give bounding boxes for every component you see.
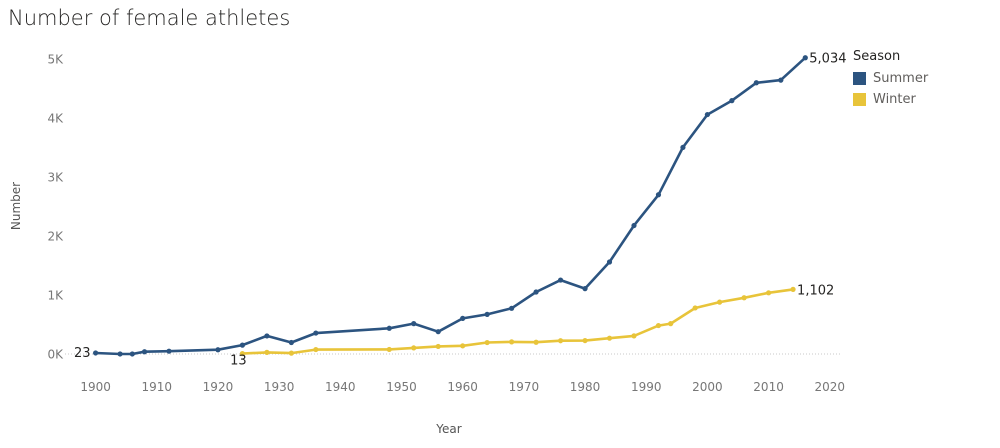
legend-title: Season bbox=[853, 49, 901, 64]
chart-title: Number of female athletes bbox=[8, 6, 291, 30]
x-tick-label: 1960 bbox=[447, 380, 478, 394]
data-point-winter[interactable] bbox=[692, 305, 698, 311]
data-point-winter[interactable] bbox=[655, 322, 662, 329]
data-point-summer[interactable] bbox=[129, 351, 135, 357]
x-tick-label: 2020 bbox=[814, 380, 845, 394]
data-point-summer[interactable] bbox=[729, 98, 735, 104]
data-point-summer[interactable] bbox=[533, 289, 539, 295]
data-point-winter[interactable] bbox=[631, 333, 637, 339]
x-tick-label: 1920 bbox=[203, 380, 234, 394]
data-point-winter[interactable] bbox=[606, 335, 613, 341]
data-label-summer: 23 bbox=[74, 346, 91, 361]
legend-item-summer[interactable]: Summer bbox=[853, 68, 928, 89]
x-tick-label: 1970 bbox=[509, 380, 540, 394]
legend-item-winter[interactable]: Winter bbox=[853, 89, 928, 110]
data-point-winter[interactable] bbox=[765, 290, 772, 296]
data-point-winter[interactable] bbox=[582, 337, 588, 344]
data-label-summer: 5,034 bbox=[809, 52, 846, 67]
data-point-summer[interactable] bbox=[141, 349, 148, 355]
y-axis: 0K 1K 2K 3K 4K 5K bbox=[47, 53, 64, 362]
data-point-summer[interactable] bbox=[239, 342, 246, 348]
x-tick-label: 1940 bbox=[325, 380, 356, 394]
legend: Season Summer Winter bbox=[853, 49, 928, 110]
x-tick-label: 1990 bbox=[631, 380, 662, 394]
data-point-winter[interactable] bbox=[668, 321, 674, 327]
data-point-winter[interactable] bbox=[717, 299, 723, 305]
data-point-summer[interactable] bbox=[460, 315, 466, 321]
legend-swatch-summer bbox=[853, 72, 866, 85]
data-point-summer[interactable] bbox=[484, 311, 490, 317]
data-point-winter[interactable] bbox=[411, 345, 417, 351]
data-point-summer[interactable] bbox=[509, 305, 515, 311]
legend-label-winter: Winter bbox=[873, 92, 916, 107]
data-point-winter[interactable] bbox=[264, 349, 270, 355]
data-point-winter[interactable] bbox=[239, 350, 246, 357]
x-tick-label: 1980 bbox=[570, 380, 601, 394]
data-point-winter[interactable] bbox=[557, 338, 564, 344]
y-tick-label: 2K bbox=[47, 229, 64, 243]
data-point-summer[interactable] bbox=[117, 351, 123, 357]
y-tick-label: 1K bbox=[47, 288, 64, 302]
x-tick-label: 2000 bbox=[692, 380, 723, 394]
x-tick-label: 1950 bbox=[386, 380, 417, 394]
data-point-winter[interactable] bbox=[386, 346, 392, 353]
data-point-summer[interactable] bbox=[582, 286, 588, 292]
data-point-winter[interactable] bbox=[460, 343, 466, 349]
x-tick-label: 1930 bbox=[264, 380, 295, 394]
data-point-winter[interactable] bbox=[484, 339, 490, 346]
data-point-winter[interactable] bbox=[741, 295, 747, 301]
data-point-summer[interactable] bbox=[215, 347, 221, 353]
y-tick-label: 3K bbox=[47, 171, 64, 185]
data-point-summer[interactable] bbox=[802, 55, 808, 61]
data-point-summer[interactable] bbox=[704, 111, 711, 118]
data-point-summer[interactable] bbox=[411, 321, 417, 327]
data-point-summer[interactable] bbox=[166, 348, 172, 354]
data-point-summer[interactable] bbox=[435, 329, 441, 335]
series-line-winter bbox=[241, 288, 795, 355]
data-point-summer[interactable] bbox=[264, 333, 270, 339]
data-point-summer[interactable] bbox=[778, 77, 784, 83]
y-axis-title: Number bbox=[9, 182, 23, 230]
data-point-summer[interactable] bbox=[386, 325, 392, 331]
x-axis: 1900 1910 1920 1930 1940 1950 1960 1970 1980 1990… bbox=[80, 380, 845, 394]
x-axis-title: Year bbox=[435, 422, 461, 436]
data-point-winter[interactable] bbox=[509, 339, 515, 345]
data-point-winter[interactable] bbox=[533, 339, 539, 345]
x-tick-label: 2010 bbox=[753, 380, 784, 394]
data-point-summer[interactable] bbox=[92, 350, 99, 356]
data-point-summer[interactable] bbox=[631, 222, 637, 229]
data-point-winter[interactable] bbox=[288, 350, 294, 356]
legend-swatch-winter bbox=[853, 93, 866, 106]
data-point-summer[interactable] bbox=[288, 339, 294, 346]
series-layer: 23 5,034 13 1,102 bbox=[74, 52, 846, 369]
data-point-winter[interactable] bbox=[313, 346, 319, 353]
data-point-summer[interactable] bbox=[680, 144, 686, 151]
data-label-winter: 1,102 bbox=[797, 283, 834, 298]
data-point-summer[interactable] bbox=[313, 330, 319, 336]
x-tick-label: 1910 bbox=[141, 380, 172, 394]
series-line-summer bbox=[94, 56, 807, 356]
data-point-summer[interactable] bbox=[606, 259, 613, 265]
data-point-winter[interactable] bbox=[790, 286, 796, 292]
data-point-summer[interactable] bbox=[753, 80, 759, 86]
legend-label-summer: Summer bbox=[873, 71, 929, 86]
y-tick-label: 4K bbox=[47, 112, 64, 126]
y-tick-label: 0K bbox=[47, 347, 64, 361]
data-label-winter: 13 bbox=[230, 354, 247, 369]
data-point-winter[interactable] bbox=[435, 343, 441, 350]
x-tick-label: 1900 bbox=[80, 380, 111, 394]
data-point-summer[interactable] bbox=[557, 277, 564, 283]
data-point-summer[interactable] bbox=[655, 192, 662, 198]
y-tick-label: 5K bbox=[47, 53, 64, 67]
